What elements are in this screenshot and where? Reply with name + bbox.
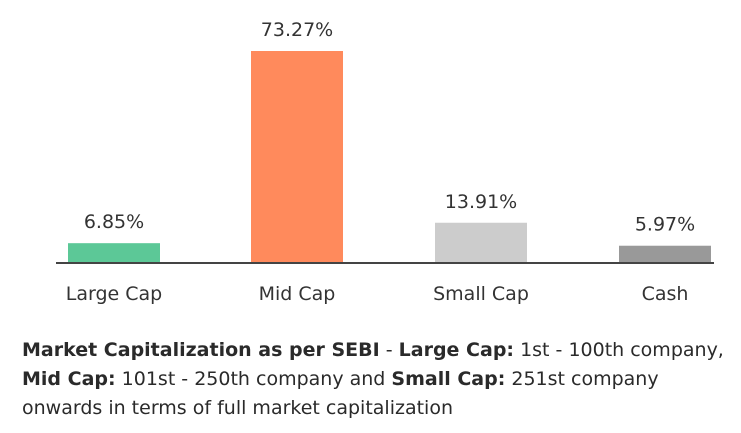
category-label: Small Cap xyxy=(433,283,529,305)
bars xyxy=(68,51,711,263)
category-label: Cash xyxy=(642,283,689,305)
labels: 6.85% Large Cap 73.27% Mid Cap 13.91% Small C… xyxy=(66,19,695,305)
footnote-small-cap-def: 251st company onwards in terms of full m… xyxy=(22,368,659,419)
bar-mid-cap xyxy=(251,51,343,263)
bar-chart: 6.85% Large Cap 73.27% Mid Cap 13.91% Small C… xyxy=(56,19,714,305)
bar-small-cap xyxy=(435,222,527,263)
footnote-mid-cap-def: 101st - 250th company and xyxy=(115,368,392,390)
footnote-small-cap-term: Small Cap: xyxy=(391,368,506,390)
bar-cash xyxy=(619,245,711,263)
market-cap-footnote: Market Capitalization as per SEBI - Larg… xyxy=(22,336,727,423)
footnote-large-cap-term: Large Cap: xyxy=(398,339,515,361)
value-label: 13.91% xyxy=(445,191,517,213)
footnote-heading: Market Capitalization as per SEBI xyxy=(22,339,380,361)
footnote-separator: - xyxy=(379,339,399,361)
value-label: 6.85% xyxy=(84,211,144,233)
bar-large-cap xyxy=(68,243,160,263)
footnote-large-cap-def: 1st - 100th company, xyxy=(514,339,724,361)
category-label: Large Cap xyxy=(66,283,162,305)
category-label: Mid Cap xyxy=(259,283,336,305)
value-label: 5.97% xyxy=(635,214,695,236)
value-label: 73.27% xyxy=(261,19,333,41)
footnote-mid-cap-term: Mid Cap: xyxy=(22,368,116,390)
